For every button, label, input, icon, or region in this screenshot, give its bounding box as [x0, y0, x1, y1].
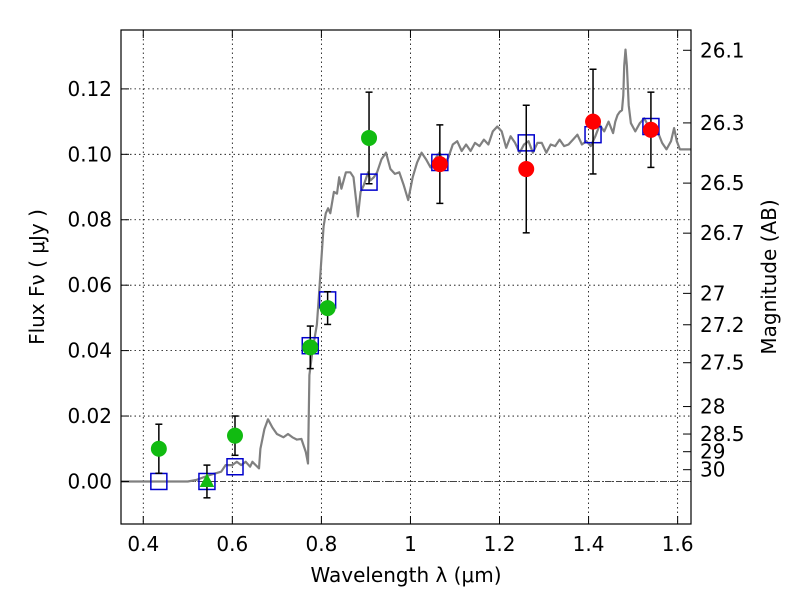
observed-nir-point [518, 161, 535, 178]
right-y-tick-label: 26.1 [700, 38, 745, 62]
right-y-tick-label: 26.7 [700, 221, 745, 245]
right-y-tick-label: 26.5 [700, 171, 745, 195]
observed-optical-point [150, 440, 167, 457]
x-axis-title: Wavelength λ (μm) [310, 563, 501, 587]
right-y-tick-label: 29 [700, 440, 725, 464]
x-tick-label: 1 [404, 532, 417, 556]
x-tick-label: 0.6 [216, 532, 248, 556]
right-y-tick-label: 28 [700, 395, 725, 419]
y-axis-title: Flux Fν ( μJy ) [25, 209, 49, 345]
y-tick-label: 0.02 [67, 404, 112, 428]
right-y-axis-title: Magnitude (AB) [757, 199, 781, 354]
right-y-tick-label: 27 [700, 281, 725, 305]
model-spectrum-line [121, 48, 691, 483]
observed-limit-triangle [199, 473, 215, 487]
observed-optical-point [227, 427, 243, 444]
observed-optical-point [302, 339, 319, 356]
y-tick-label: 0.12 [67, 77, 112, 101]
right-y-tick-label: 26.3 [700, 111, 745, 135]
right-y-tick-label: 30 [700, 458, 725, 482]
x-tick-label: 1.6 [662, 532, 694, 556]
observed-optical-point [361, 129, 378, 146]
model-flux-square [226, 457, 244, 476]
x-tick-label: 1.2 [484, 532, 516, 556]
y-tick-label: 0.04 [67, 339, 112, 363]
plot-frame [120, 29, 692, 525]
y-tick-label: 0.06 [67, 273, 112, 297]
grid-lines [121, 30, 691, 524]
observed-nir-point [585, 113, 602, 130]
observed-nir-point [642, 121, 659, 138]
x-tick-label: 1.4 [573, 532, 605, 556]
x-tick-label: 0.8 [305, 532, 337, 556]
observed-optical-point [319, 300, 336, 317]
right-y-tick-label: 27.5 [700, 351, 745, 375]
right-y-tick-label: 27.2 [700, 313, 745, 337]
axis-ticks: 0.4 0.6 0.8 1 1.2 1.4 1.6 0.00 0.02 0.04 0.06 0.08 0… [67, 30, 745, 556]
observed-nir-point [431, 156, 448, 173]
y-tick-label: 0.00 [67, 469, 112, 493]
x-tick-label: 0.4 [127, 532, 159, 556]
y-tick-label: 0.08 [67, 208, 112, 232]
data-markers [150, 68, 660, 499]
right-y-tick-label: 28.5 [700, 422, 745, 446]
y-tick-label: 0.10 [67, 142, 112, 166]
